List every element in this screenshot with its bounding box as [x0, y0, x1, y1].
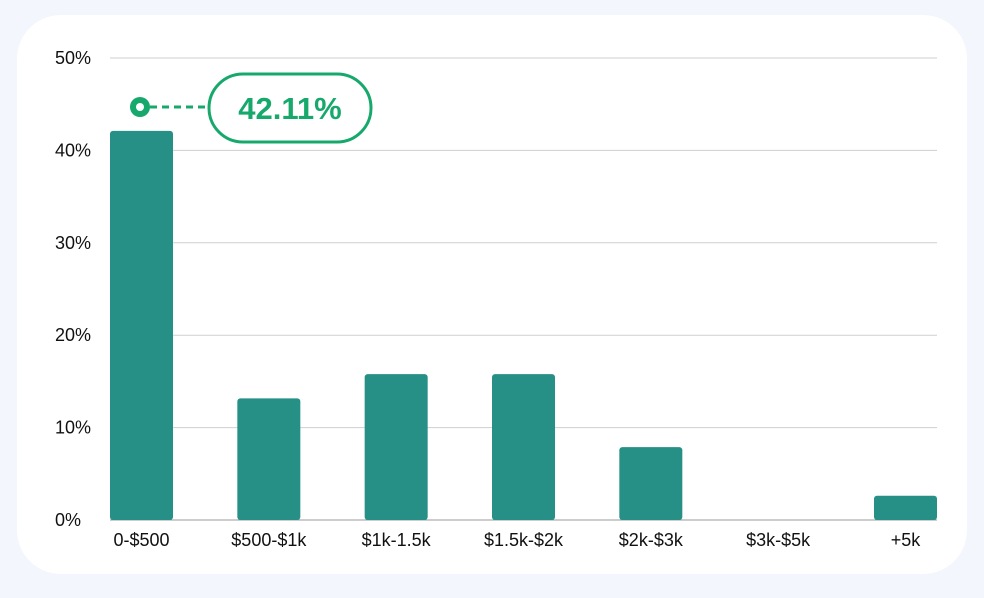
y-tick-label: 20% — [55, 325, 91, 345]
x-tick-label: $500-$1k — [231, 530, 307, 550]
bar — [619, 447, 683, 520]
bars — [110, 130, 937, 520]
x-tick-label: 0-$500 — [113, 530, 169, 550]
callout-marker-center — [136, 103, 144, 111]
x-tick-label: $1k-1.5k — [362, 530, 432, 550]
y-tick-label: 50% — [55, 48, 91, 68]
x-tick-label: +5k — [891, 530, 922, 550]
x-tick-label: $1.5k-$2k — [484, 530, 564, 550]
bar — [874, 495, 937, 520]
x-tick-label: $3k-$5k — [746, 530, 811, 550]
x-axis-tick-labels: 0-$500 $500-$1k $1k-1.5k $1.5k-$2k $2k-$3k $3… — [113, 530, 921, 550]
value-callout: 42.11% — [130, 72, 373, 144]
callout-badge — [207, 72, 373, 144]
bar — [237, 398, 301, 520]
y-tick-label: 0% — [55, 510, 81, 530]
x-tick-label: $2k-$3k — [619, 530, 684, 550]
bar — [110, 130, 173, 520]
callout-value-label: 42.11% — [238, 91, 341, 126]
y-tick-label: 40% — [55, 140, 91, 160]
bar — [492, 374, 555, 520]
bar — [364, 374, 428, 520]
y-tick-label: 30% — [55, 233, 91, 253]
y-tick-label: 10% — [55, 418, 91, 438]
y-axis-tick-labels: 0% 10% 20% 30% 40% 50% — [55, 48, 91, 530]
